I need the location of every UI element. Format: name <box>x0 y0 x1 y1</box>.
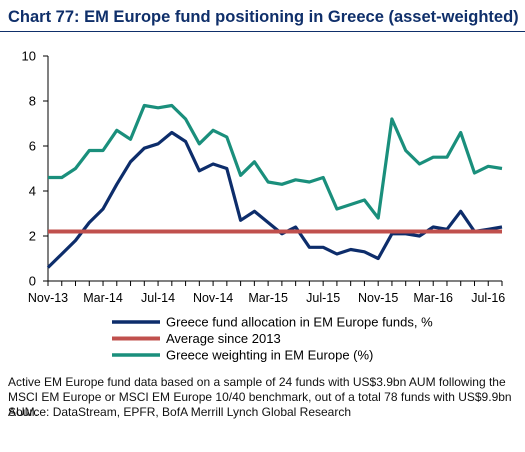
x-tick-label: Mar-14 <box>83 291 123 305</box>
y-tick-label: 0 <box>29 274 36 289</box>
x-tick-label: Jul-16 <box>471 291 505 305</box>
chart-axes: 0 2 4 6 8 10 Nov-13 Mar-14 Jul-14 Nov-14 Mar-15 Jul… <box>22 49 506 306</box>
chart-title: Chart 77: EM Europe fund positioning in … <box>8 8 519 26</box>
x-tick-label: Mar-15 <box>248 291 288 305</box>
legend-label: Average since 2013 <box>166 331 281 346</box>
x-tick-label: Nov-15 <box>358 291 398 305</box>
series-line-weighting <box>48 103 503 220</box>
y-tick-label: 4 <box>29 184 36 199</box>
line-chart: 0 2 4 6 8 10 Nov-13 Mar-14 Jul-14 Nov-14 Mar-15 Jul… <box>22 49 506 363</box>
chart-series <box>46 103 503 269</box>
chart-footnote: Active EM Europe fund data based on a sa… <box>8 375 512 420</box>
y-tick-label: 8 <box>29 94 36 109</box>
y-tick-label: 6 <box>29 139 36 154</box>
y-tick-label: 10 <box>22 49 36 64</box>
title-divider <box>0 31 525 32</box>
y-tick-label: 2 <box>29 229 36 244</box>
series-line-allocation <box>46 130 503 269</box>
x-tick-label: Jul-14 <box>141 291 175 305</box>
x-tick-label: Jul-15 <box>306 291 340 305</box>
chart-source: Source: DataStream, EPFR, BofA Merrill L… <box>8 405 352 419</box>
x-tick-label: Nov-13 <box>28 291 68 305</box>
chart-legend: Greece fund allocation in EM Europe fund… <box>112 315 433 363</box>
legend-label: Greece fund allocation in EM Europe fund… <box>166 315 433 330</box>
legend-label: Greece weighting in EM Europe (%) <box>166 348 373 363</box>
x-tick-label: Mar-16 <box>413 291 453 305</box>
x-tick-label: Nov-14 <box>193 291 233 305</box>
